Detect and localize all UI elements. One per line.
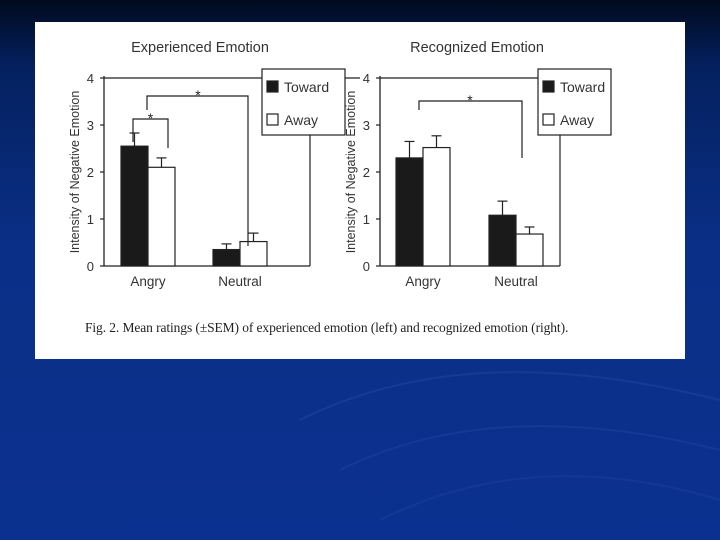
legend: Toward Away [261, 68, 346, 136]
y-tick-label: 1 [363, 212, 370, 227]
bar-away [422, 146, 451, 267]
y-tick-label: 4 [363, 71, 370, 86]
x-tick-label: Neutral [218, 274, 262, 289]
bar-away [147, 166, 176, 267]
chart-experienced-emotion: Experienced Emotion Intensity of Negative… [68, 40, 360, 289]
bar-toward [212, 248, 241, 267]
significance-bracket [146, 95, 249, 246]
y-tick-label: 0 [363, 259, 370, 274]
bar-away [515, 233, 544, 267]
legend: Toward Away [537, 68, 612, 136]
decorative-swoosh [299, 371, 720, 421]
legend-label-away: Away [560, 112, 594, 128]
y-tick-label: 2 [363, 165, 370, 180]
legend-label-toward: Toward [284, 79, 329, 95]
legend-swatch-toward [266, 80, 279, 93]
legend-swatch-away [266, 113, 279, 126]
chart-title: Experienced Emotion [131, 40, 269, 56]
y-tick-label: 0 [87, 259, 94, 274]
y-axis-label: Intensity of Negative Emotion [68, 91, 82, 254]
y-tick-label: 1 [87, 212, 94, 227]
figure-charts: Experienced Emotion Intensity of Negative… [68, 40, 612, 289]
chart-recognized-emotion: Recognized Emotion Intensity of Negative … [344, 40, 612, 289]
bar-toward [120, 145, 149, 267]
significance-marker: * [195, 87, 201, 103]
legend-label-toward: Toward [560, 79, 605, 95]
significance-bracket [132, 118, 169, 148]
figure-caption: Fig. 2. Mean ratings (±SEM) of experienc… [85, 320, 569, 335]
y-tick-label: 3 [363, 118, 370, 133]
y-axis-label: Intensity of Negative Emotion [344, 91, 358, 254]
significance-marker: * [148, 110, 154, 126]
decorative-swoosh [339, 425, 720, 471]
significance-marker: * [467, 92, 473, 108]
x-tick-label: Neutral [494, 274, 538, 289]
x-tick-label: Angry [130, 274, 166, 289]
legend-swatch-toward [542, 80, 555, 93]
x-tick-label: Angry [405, 274, 441, 289]
y-tick-label: 3 [87, 118, 94, 133]
y-tick-label: 4 [87, 71, 94, 86]
figure-panel: Experienced Emotion Intensity of Negative… [35, 22, 685, 359]
bar-toward [395, 157, 424, 267]
legend-box [537, 68, 612, 136]
decorative-swoosh [379, 475, 720, 521]
chart-title: Recognized Emotion [410, 40, 544, 56]
legend-swatch-away [542, 113, 555, 126]
legend-label-away: Away [284, 112, 318, 128]
y-tick-label: 2 [87, 165, 94, 180]
bar-away [239, 240, 268, 267]
significance-bracket [418, 100, 523, 158]
bar-toward [488, 214, 517, 267]
